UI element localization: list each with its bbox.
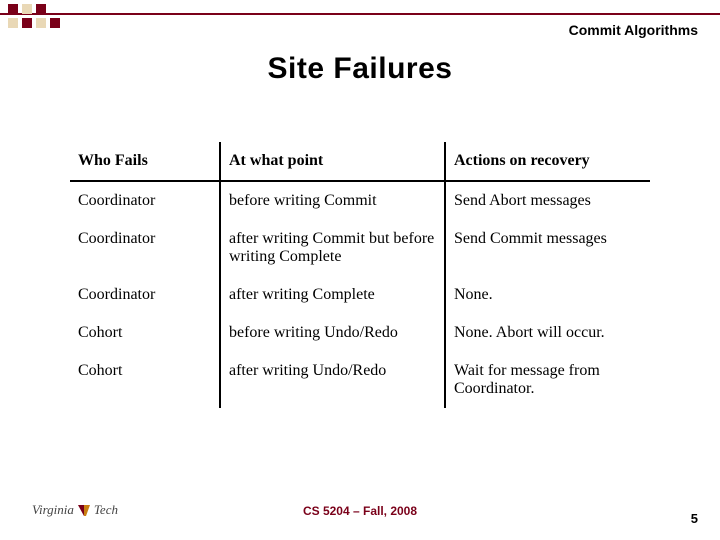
cell-who: Cohort bbox=[70, 314, 220, 352]
ornament-square bbox=[22, 4, 32, 14]
cell-action: None. Abort will occur. bbox=[445, 314, 650, 352]
ornament-square bbox=[8, 18, 18, 28]
cell-who: Coordinator bbox=[70, 220, 220, 276]
footer: Virginia Tech CS 5204 – Fall, 2008 5 bbox=[0, 504, 720, 526]
cell-who: Coordinator bbox=[70, 181, 220, 220]
table-row: Cohort before writing Undo/Redo None. Ab… bbox=[70, 314, 650, 352]
cell-action: None. bbox=[445, 276, 650, 314]
header-topic: Commit Algorithms bbox=[569, 22, 698, 38]
cell-who: Coordinator bbox=[70, 276, 220, 314]
table-row: Coordinator after writing Commit but bef… bbox=[70, 220, 650, 276]
cell-when: after writing Complete bbox=[220, 276, 445, 314]
ornament-square bbox=[50, 18, 60, 28]
col-header-who: Who Fails bbox=[70, 142, 220, 181]
table-row: Cohort after writing Undo/Redo Wait for … bbox=[70, 352, 650, 408]
failures-table: Who Fails At what point Actions on recov… bbox=[70, 142, 650, 408]
cell-when: after writing Commit but before writing … bbox=[220, 220, 445, 276]
col-header-action: Actions on recovery bbox=[445, 142, 650, 181]
table-row: Coordinator before writing Commit Send A… bbox=[70, 181, 650, 220]
ornament-square bbox=[22, 18, 32, 28]
slide: Commit Algorithms Site Failures Who Fail… bbox=[0, 0, 720, 540]
table-header-row: Who Fails At what point Actions on recov… bbox=[70, 142, 650, 181]
cell-action: Wait for message from Coordinator. bbox=[445, 352, 650, 408]
cell-action: Send Commit messages bbox=[445, 220, 650, 276]
table-row: Coordinator after writing Complete None. bbox=[70, 276, 650, 314]
cell-when: after writing Undo/Redo bbox=[220, 352, 445, 408]
slide-number: 5 bbox=[691, 511, 698, 526]
top-divider-line bbox=[0, 13, 720, 15]
ornament-square bbox=[36, 18, 46, 28]
col-header-when: At what point bbox=[220, 142, 445, 181]
ornament-square bbox=[36, 4, 46, 14]
cell-when: before writing Commit bbox=[220, 181, 445, 220]
corner-ornament bbox=[8, 0, 68, 40]
footer-course: CS 5204 – Fall, 2008 bbox=[0, 504, 720, 518]
cell-action: Send Abort messages bbox=[445, 181, 650, 220]
slide-title: Site Failures bbox=[0, 52, 720, 86]
cell-who: Cohort bbox=[70, 352, 220, 408]
ornament-square bbox=[8, 4, 18, 14]
cell-when: before writing Undo/Redo bbox=[220, 314, 445, 352]
